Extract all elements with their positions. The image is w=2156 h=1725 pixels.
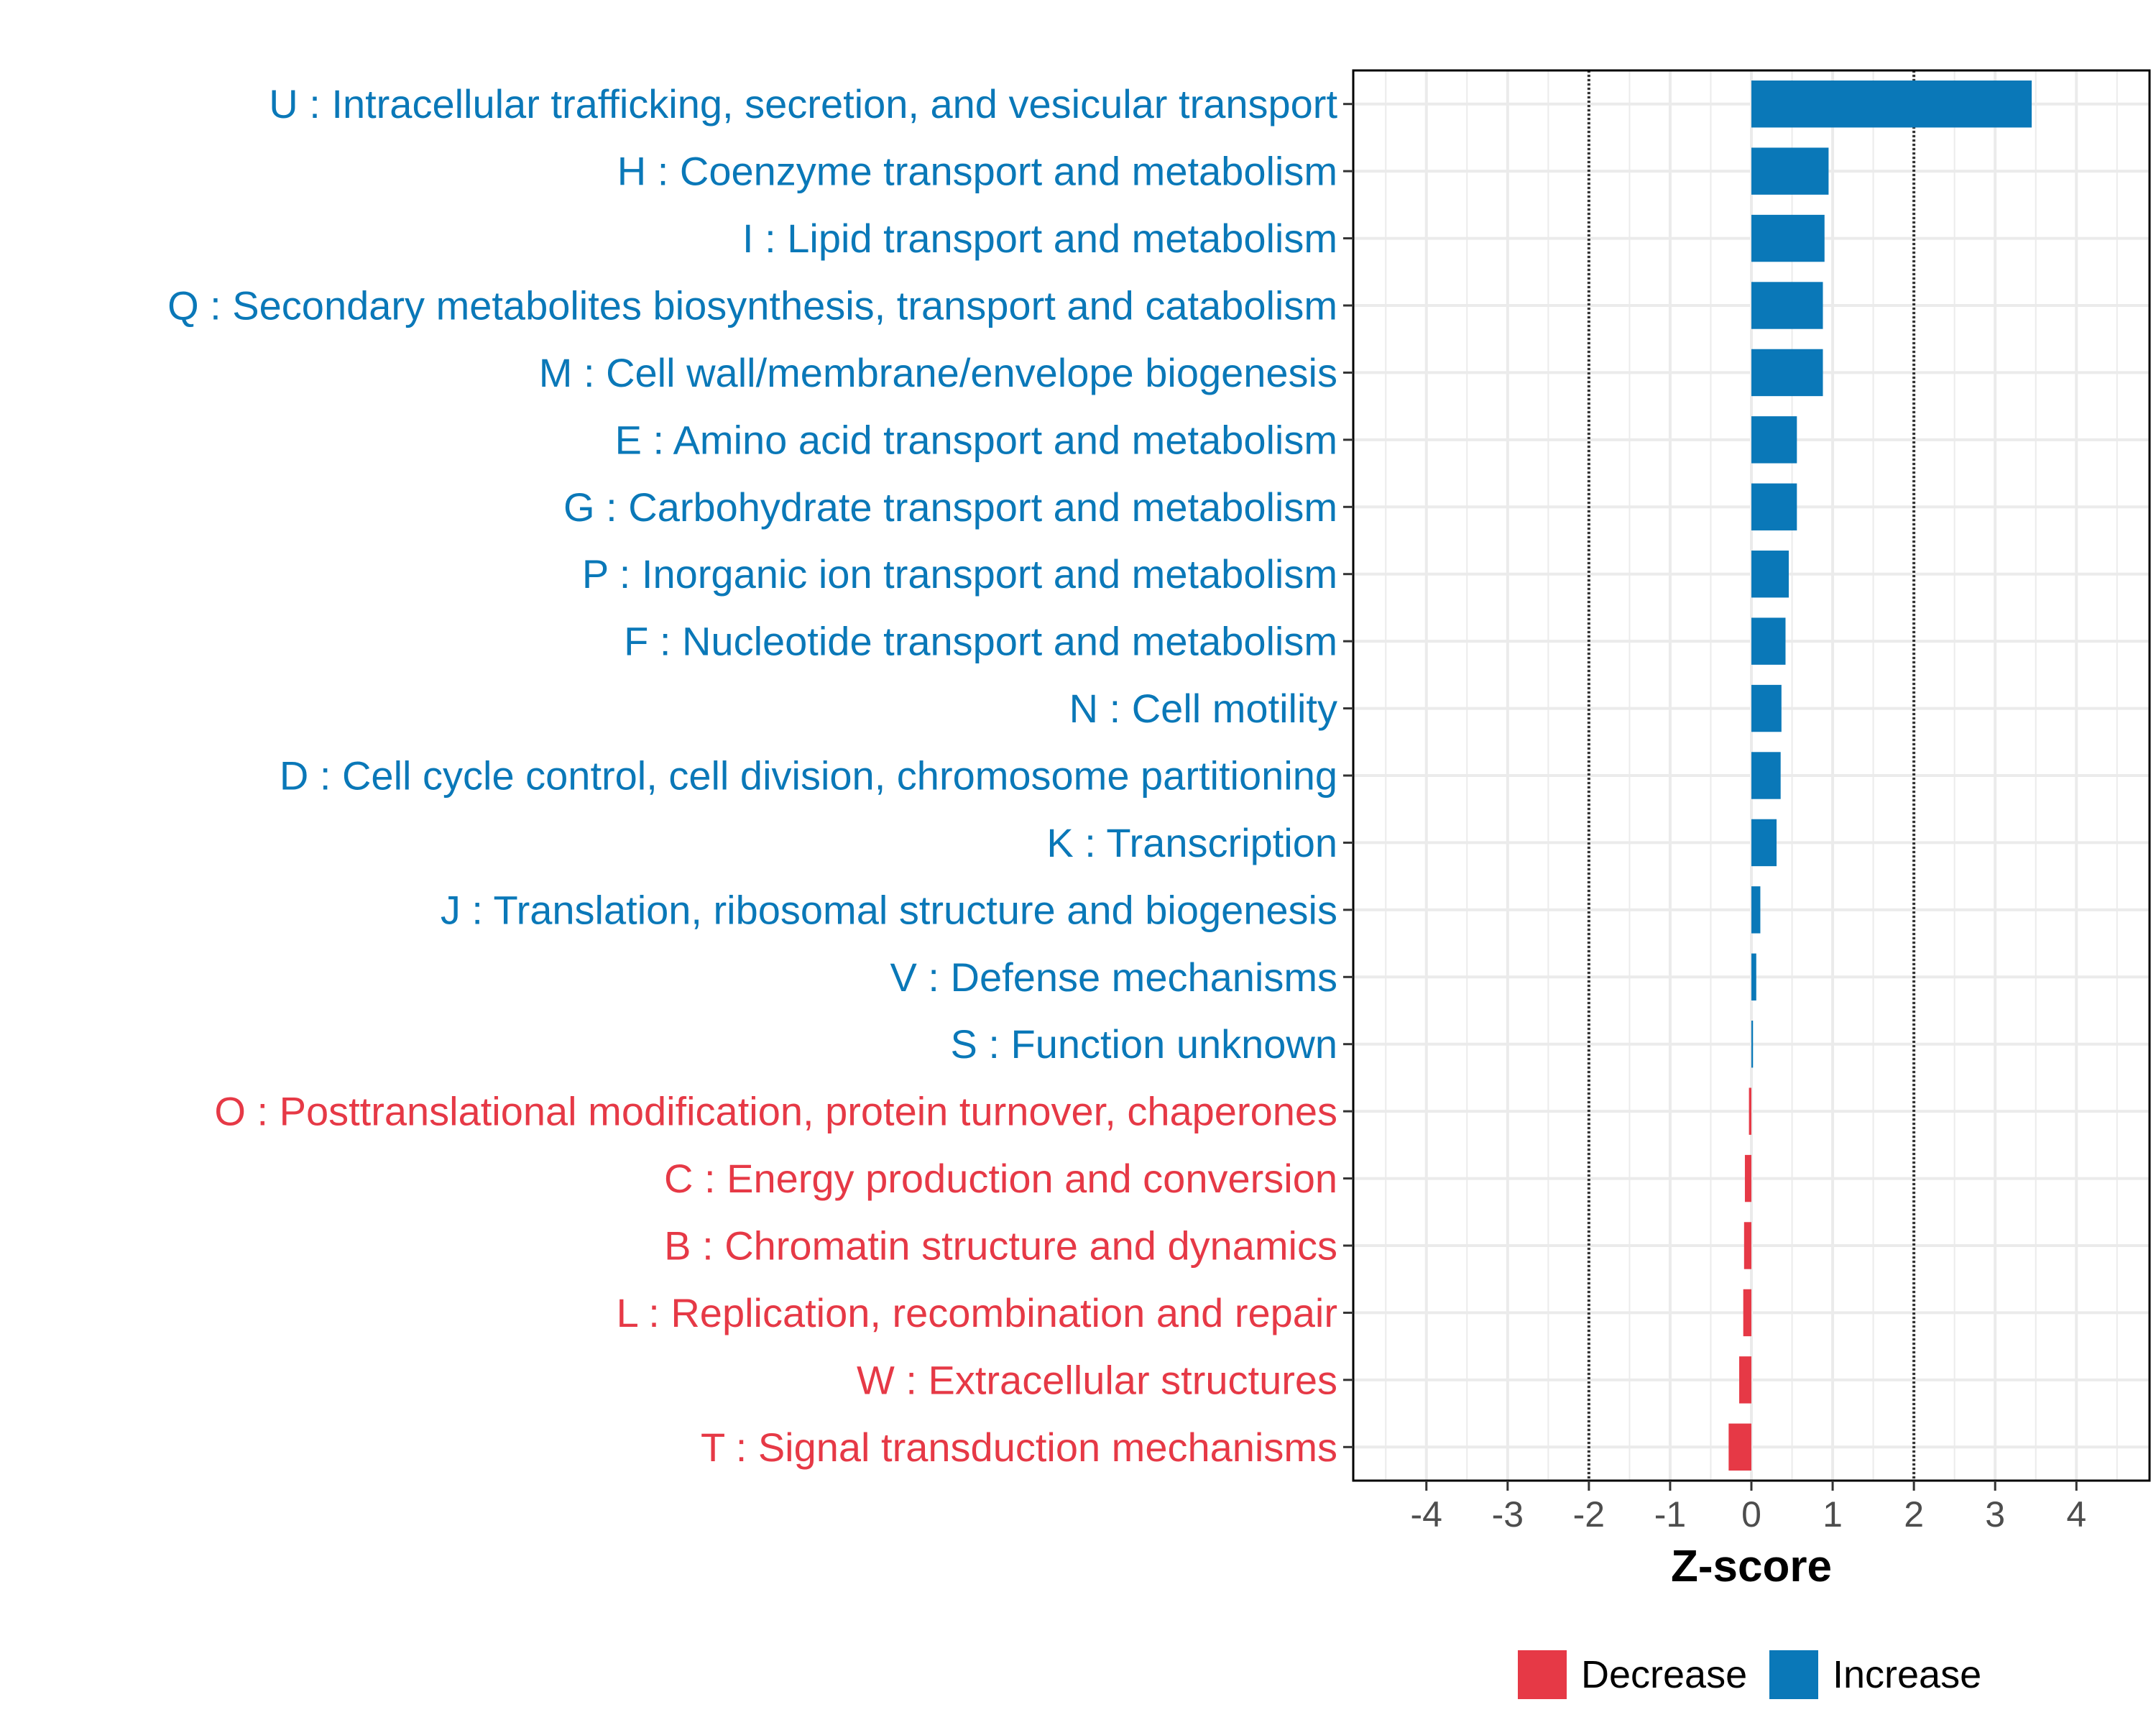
bar xyxy=(1743,1222,1751,1269)
bar xyxy=(1751,819,1777,867)
category-label: T : Signal transduction mechanisms xyxy=(701,1425,1337,1470)
category-label: K : Transcription xyxy=(1046,820,1337,865)
bar xyxy=(1749,1087,1751,1135)
category-label: P : Inorganic ion transport and metaboli… xyxy=(582,551,1337,597)
category-label: W : Extracellular structures xyxy=(857,1357,1337,1402)
bar xyxy=(1751,282,1823,329)
category-label: Q : Secondary metabolites biosynthesis, … xyxy=(167,283,1337,328)
bar xyxy=(1751,617,1786,665)
bar xyxy=(1751,953,1756,1000)
category-label: U : Intracellular trafficking, secretion… xyxy=(269,81,1337,126)
x-tick-label: 2 xyxy=(1904,1494,1924,1535)
category-label: D : Cell cycle control, cell division, c… xyxy=(280,753,1337,799)
legend-swatch xyxy=(1518,1650,1567,1699)
bar xyxy=(1751,684,1782,732)
bar xyxy=(1751,1021,1754,1068)
legend-swatch xyxy=(1769,1650,1818,1699)
legend-label: Decrease xyxy=(1581,1653,1747,1696)
category-label: O : Posttranslational modification, prot… xyxy=(214,1089,1337,1134)
category-label: G : Carbohydrate transport and metabolis… xyxy=(563,484,1337,530)
category-label: L : Replication, recombination and repai… xyxy=(617,1290,1337,1335)
bar xyxy=(1744,1154,1751,1202)
threshold-lines xyxy=(1587,70,1916,1481)
y-axis-ticks: U : Intracellular trafficking, secretion… xyxy=(167,81,1353,1470)
bar xyxy=(1751,147,1829,195)
category-label: C : Energy production and conversion xyxy=(664,1156,1337,1201)
x-axis-ticks: -4 -3 -2 -1 0 1 2 3 4 xyxy=(1411,1481,2086,1535)
category-label: M : Cell wall/membrane/envelope biogenes… xyxy=(539,350,1337,395)
x-tick-label: -4 xyxy=(1411,1494,1442,1535)
x-tick-label: 0 xyxy=(1741,1494,1761,1535)
x-tick-label: -1 xyxy=(1654,1494,1686,1535)
bars xyxy=(1728,80,2032,1471)
category-label: J : Translation, ribosomal structure and… xyxy=(441,887,1337,932)
bar xyxy=(1751,752,1781,799)
bar xyxy=(1751,551,1789,598)
bar xyxy=(1743,1289,1751,1337)
bar xyxy=(1751,349,1823,397)
x-axis-title: Z-score xyxy=(1671,1542,1832,1591)
bar xyxy=(1751,80,2032,128)
x-tick-label: 1 xyxy=(1823,1494,1843,1535)
category-label: B : Chromatin structure and dynamics xyxy=(664,1223,1337,1269)
x-tick-label: 3 xyxy=(1985,1494,2005,1535)
category-label: S : Function unknown xyxy=(950,1021,1337,1067)
bar xyxy=(1751,483,1797,530)
legend: Decrease Increase xyxy=(1518,1650,1981,1699)
category-label: E : Amino acid transport and metabolism xyxy=(615,417,1337,462)
bar xyxy=(1751,214,1825,262)
category-label: I : Lipid transport and metabolism xyxy=(742,216,1337,261)
x-tick-label: -3 xyxy=(1492,1494,1524,1535)
legend-label: Increase xyxy=(1833,1653,1981,1696)
bar xyxy=(1739,1356,1751,1404)
bar xyxy=(1728,1423,1751,1471)
x-tick-label: -2 xyxy=(1573,1494,1605,1535)
category-label: V : Defense mechanisms xyxy=(890,954,1337,1000)
category-label: H : Coenzyme transport and metabolism xyxy=(617,149,1337,194)
category-label: F : Nucleotide transport and metabolism xyxy=(624,619,1337,664)
category-label: N : Cell motility xyxy=(1069,686,1337,731)
bar xyxy=(1751,416,1797,464)
x-tick-label: 4 xyxy=(2066,1494,2086,1535)
bar xyxy=(1751,886,1761,934)
